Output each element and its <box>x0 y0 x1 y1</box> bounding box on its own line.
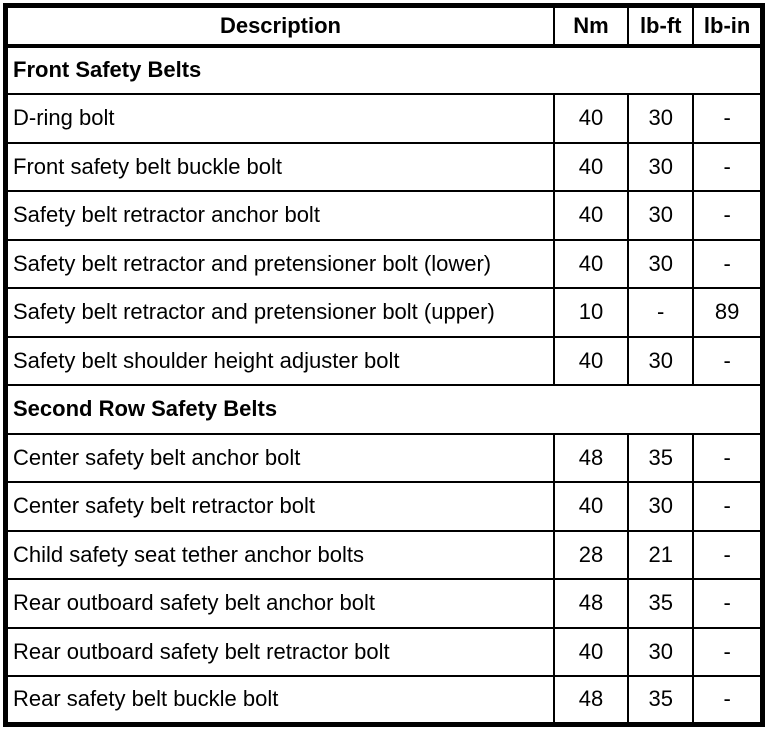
nm-cell: 10 <box>552 287 630 338</box>
table-row: Safety belt retractor and pretensioner b… <box>4 238 764 289</box>
lb-in-cell: - <box>692 432 764 483</box>
description-cell: Center safety belt anchor bolt <box>4 432 555 483</box>
nm-cell: 48 <box>552 432 630 483</box>
lb-in-cell: - <box>692 578 764 629</box>
description-cell: Safety belt shoulder height adjuster bol… <box>4 335 555 386</box>
lb-ft-cell: 30 <box>627 238 695 289</box>
col-header-nm: Nm <box>552 4 630 48</box>
table-row: Safety belt retractor anchor bolt 40 30- <box>4 190 764 241</box>
lb-in-cell: - <box>692 141 764 192</box>
lb-ft-cell: 30 <box>627 190 695 241</box>
table-row: D-ring bolt 40 30- <box>4 93 764 144</box>
nm-cell: 48 <box>552 578 630 629</box>
table-body: Front Safety Belts D-ring bolt 40 30- Front … <box>4 44 764 726</box>
lb-in-cell: - <box>692 335 764 386</box>
description-cell: D-ring bolt <box>4 93 555 144</box>
section-header-row: Front Safety Belts <box>4 44 764 95</box>
nm-cell: 48 <box>552 675 630 726</box>
section-header-row: Second Row Safety Belts <box>4 384 764 435</box>
description-cell: Rear safety belt buckle bolt <box>4 675 555 726</box>
table-row: Rear outboard safety belt anchor bolt 48 3… <box>4 578 764 629</box>
table-row: Child safety seat tether anchor bolts 28 2… <box>4 529 764 580</box>
nm-cell: 40 <box>552 335 630 386</box>
nm-cell: 40 <box>552 481 630 532</box>
lb-in-cell: - <box>692 93 764 144</box>
nm-cell: 40 <box>552 93 630 144</box>
lb-ft-cell: 30 <box>627 93 695 144</box>
lb-ft-cell: 35 <box>627 432 695 483</box>
description-cell: Safety belt retractor anchor bolt <box>4 190 555 241</box>
description-cell: Rear outboard safety belt retractor bolt <box>4 626 555 677</box>
nm-cell: 40 <box>552 238 630 289</box>
lb-in-cell: - <box>692 626 764 677</box>
lb-ft-cell: 35 <box>627 675 695 726</box>
col-header-lb-in: lb-in <box>692 4 764 48</box>
description-cell: Child safety seat tether anchor bolts <box>4 529 555 580</box>
lb-ft-cell: - <box>627 287 695 338</box>
section-title: Second Row Safety Belts <box>4 384 764 435</box>
table-row: Safety belt retractor and pretensioner b… <box>4 287 764 338</box>
nm-cell: 40 <box>552 141 630 192</box>
nm-cell: 40 <box>552 190 630 241</box>
lb-in-cell: - <box>692 529 764 580</box>
col-header-description: Description <box>4 4 555 48</box>
lb-ft-cell: 30 <box>627 335 695 386</box>
table-row: Rear outboard safety belt retractor bolt… <box>4 626 764 677</box>
description-cell: Safety belt retractor and pretensioner b… <box>4 287 555 338</box>
description-cell: Center safety belt retractor bolt <box>4 481 555 532</box>
table-header-row: Description Nm lb-ft lb-in <box>4 4 764 48</box>
lb-ft-cell: 30 <box>627 481 695 532</box>
table-row: Rear safety belt buckle bolt 48 35- <box>4 675 764 726</box>
description-cell: Rear outboard safety belt anchor bolt <box>4 578 555 629</box>
lb-ft-cell: 21 <box>627 529 695 580</box>
table-row: Center safety belt retractor bolt 40 30- <box>4 481 764 532</box>
table-row: Center safety belt anchor bolt 48 35- <box>4 432 764 483</box>
lb-ft-cell: 35 <box>627 578 695 629</box>
lb-ft-cell: 30 <box>627 141 695 192</box>
description-cell: Safety belt retractor and pretensioner b… <box>4 238 555 289</box>
lb-in-cell: - <box>692 481 764 532</box>
lb-in-cell: - <box>692 675 764 726</box>
nm-cell: 40 <box>552 626 630 677</box>
table-row: Front safety belt buckle bolt 40 30- <box>4 141 764 192</box>
col-header-lb-ft: lb-ft <box>627 4 695 48</box>
section-title: Front Safety Belts <box>4 44 764 95</box>
description-cell: Front safety belt buckle bolt <box>4 141 555 192</box>
lb-in-cell: - <box>692 238 764 289</box>
nm-cell: 28 <box>552 529 630 580</box>
lb-in-cell: 89 <box>692 287 764 338</box>
torque-spec-table: Description Nm lb-ft lb-in Front Safety … <box>3 3 765 727</box>
table-row: Safety belt shoulder height adjuster bol… <box>4 335 764 386</box>
lb-ft-cell: 30 <box>627 626 695 677</box>
lb-in-cell: - <box>692 190 764 241</box>
